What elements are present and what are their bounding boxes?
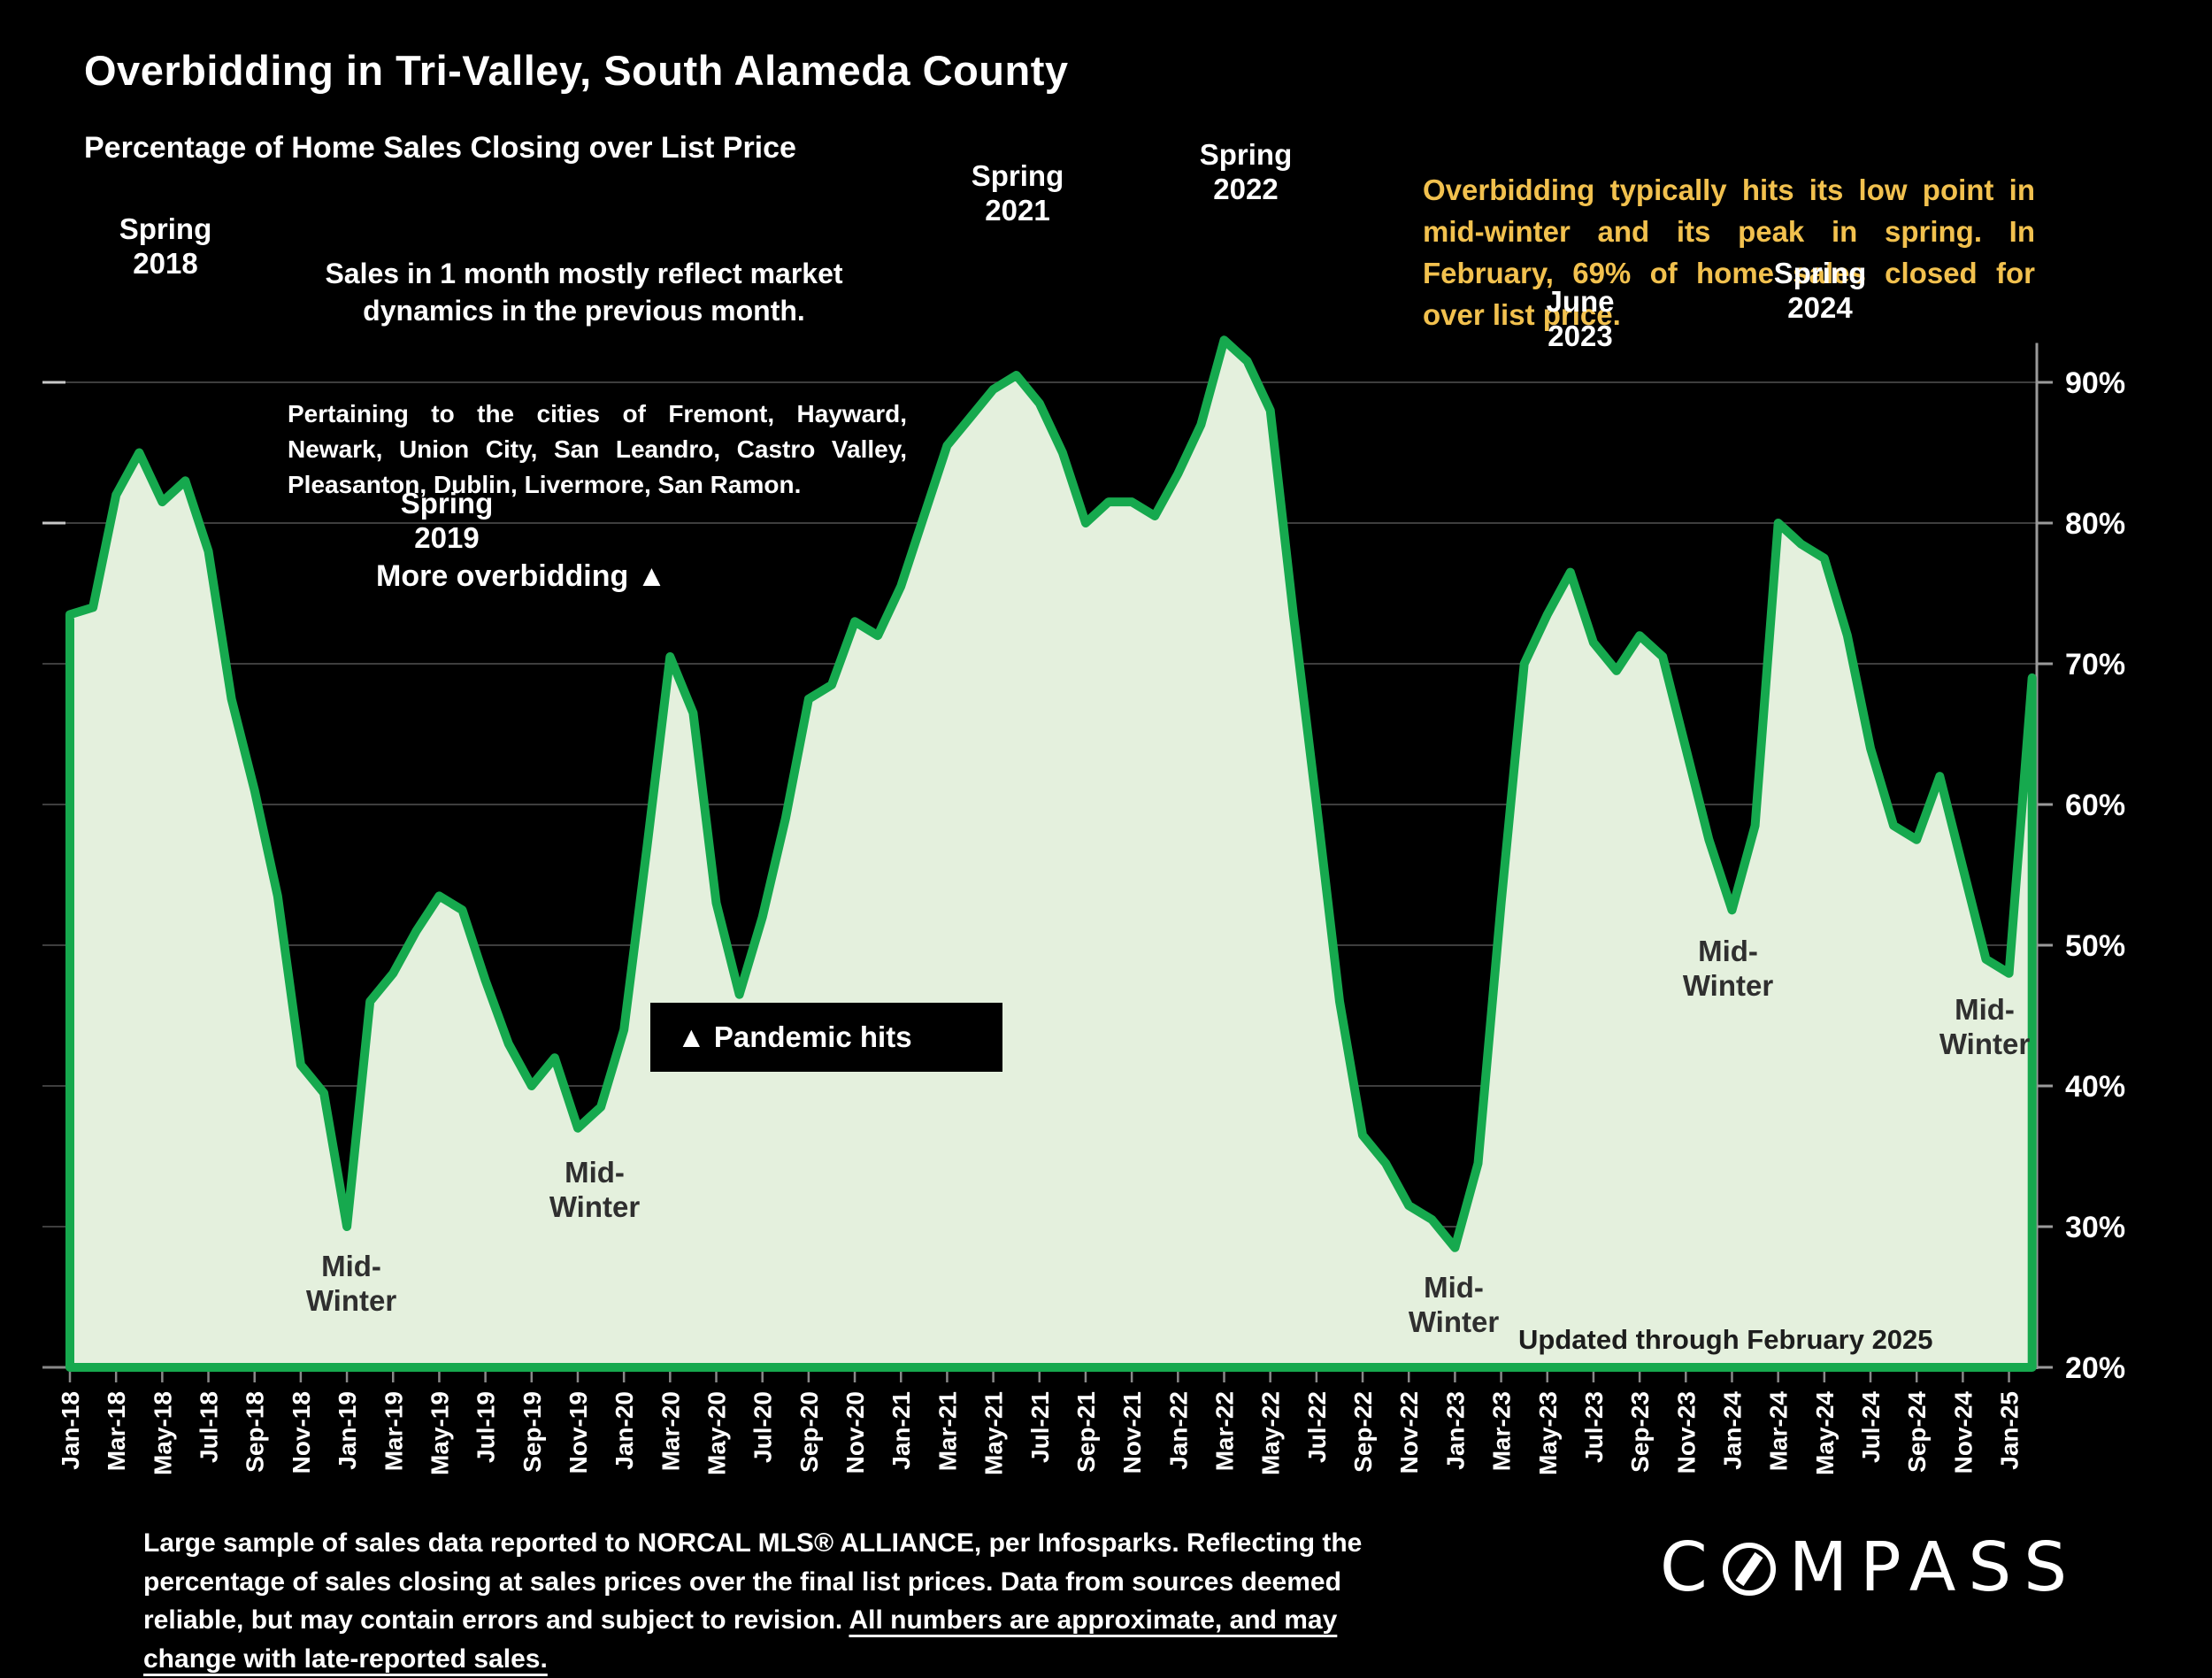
x-tick-label: Sep-24 (1903, 1391, 1931, 1473)
x-tick-label: Sep-18 (242, 1391, 269, 1473)
x-tick-label: Nov-21 (1118, 1391, 1146, 1474)
x-tick-label: Jan-20 (611, 1391, 638, 1470)
x-tick-label: Nov-22 (1395, 1391, 1423, 1474)
x-tick-label: Mar-20 (657, 1391, 684, 1471)
x-tick-label: Jan-21 (887, 1391, 915, 1470)
note-cities: Pertaining to the cities of Fremont, Hay… (288, 400, 907, 499)
more-overbidding-label: More overbidding ▲ (376, 559, 667, 593)
note-sales-lag: Sales in 1 month mostly reflect market d… (325, 258, 843, 327)
x-tick-label: Sep-19 (518, 1391, 546, 1473)
footer-line-1: Large sample of sales data reported to N… (143, 1528, 1363, 1597)
annotation-mid-winter-2019: Mid- Winter (305, 1250, 397, 1317)
pandemic-hits-label: ▲ Pandemic hits (677, 1020, 912, 1053)
annotation-spring-2022: Spring 2022 (1199, 138, 1293, 205)
x-tick-label: Jul-18 (196, 1391, 223, 1463)
x-tick-label: Sep-23 (1626, 1391, 1654, 1473)
chart-area-series (65, 335, 2037, 1372)
x-tick-label: May-22 (1257, 1391, 1285, 1475)
x-tick-label: Mar-21 (933, 1391, 961, 1471)
x-tick-label: Jan-22 (1164, 1391, 1192, 1470)
compass-logo-text-rest: MPASS (1788, 1528, 2080, 1607)
x-tick-label: Sep-21 (1072, 1391, 1100, 1473)
annotation-mid-winter-2023: Mid- Winter (1408, 1271, 1500, 1338)
footer-line-3a: errors and subject to revision. (462, 1605, 849, 1635)
footer-disclaimer: Large sample of sales data reported to N… (143, 1524, 1417, 1678)
x-tick-label: Jul-21 (1026, 1391, 1054, 1463)
y-tick-label: 30% (2065, 1211, 2125, 1244)
annotation-mid-winter-2024: Mid- Winter (1682, 935, 1774, 1002)
annotation-spring-2018: Spring 2018 (119, 212, 212, 280)
annotation-spring-2021: Spring 2021 (971, 159, 1064, 227)
x-tick-label: Jan-23 (1441, 1391, 1469, 1470)
insight-callout: Overbidding typically hits its low point… (1423, 173, 2035, 331)
x-tick-label: Jan-24 (1718, 1391, 1746, 1470)
y-tick-label: 50% (2065, 929, 2125, 963)
y-tick-label: 70% (2065, 648, 2125, 681)
x-tick-label: Mar-24 (1765, 1391, 1793, 1472)
y-tick-label: 80% (2065, 507, 2125, 541)
x-tick-label: Nov-24 (1949, 1391, 1977, 1474)
y-tick-label: 90% (2065, 366, 2125, 400)
x-tick-label: Sep-22 (1349, 1391, 1377, 1473)
x-tick-label: Jul-23 (1580, 1391, 1608, 1463)
x-tick-label: Mar-23 (1488, 1391, 1516, 1471)
x-tick-label: May-21 (980, 1391, 1008, 1475)
y-tick-label: 20% (2065, 1351, 2125, 1385)
compass-logo-text-c: C (1660, 1528, 1720, 1607)
x-tick-label: Jul-22 (1303, 1391, 1331, 1463)
x-tick-label: Jan-18 (57, 1391, 84, 1470)
x-tick-label: Mar-18 (103, 1391, 130, 1471)
page-title: Overbidding in Tri-Valley, South Alameda… (84, 47, 1069, 94)
annotation-june-2023: June 2023 (1546, 285, 1615, 352)
y-tick-label: 40% (2065, 1070, 2125, 1104)
x-tick-label: Jan-19 (334, 1391, 361, 1470)
x-tick-label: May-24 (1811, 1391, 1839, 1475)
pandemic-hits-callout: ▲ Pandemic hits (650, 1003, 1002, 1072)
footer-line-2: of sales closing at sales prices over th… (143, 1566, 1341, 1636)
x-tick-label: May-18 (149, 1391, 176, 1475)
x-tick-label: Jul-20 (749, 1391, 777, 1463)
annotation-mid-winter-2025: Mid- Winter (1939, 993, 2031, 1060)
x-tick-label: Nov-19 (565, 1391, 592, 1474)
y-tick-label: 60% (2065, 789, 2125, 822)
x-tick-label: May-19 (426, 1391, 453, 1475)
x-tick-label: Jan-25 (1996, 1391, 2024, 1470)
page-subtitle: Percentage of Home Sales Closing over Li… (84, 131, 796, 165)
updated-through-label: Updated through February 2025 (1518, 1324, 1933, 1355)
x-tick-label: Sep-20 (795, 1391, 823, 1473)
x-tick-label: Jul-24 (1857, 1391, 1885, 1463)
annotation-mid-winter-2020: Mid- Winter (549, 1156, 641, 1223)
x-tick-label: Mar-22 (1211, 1391, 1239, 1471)
x-tick-label: May-23 (1534, 1391, 1562, 1475)
x-tick-label: Nov-20 (841, 1391, 869, 1474)
x-tick-label: Nov-18 (288, 1391, 315, 1474)
x-tick-label: Nov-23 (1672, 1391, 1700, 1474)
compass-logo: C MPASS (1660, 1532, 2079, 1603)
x-tick-label: Mar-19 (380, 1391, 407, 1471)
annotation-spring-2024: Spring 2024 (1773, 257, 1867, 324)
annotation-spring-2019: Spring 2019 (400, 487, 494, 554)
compass-o-icon (1722, 1543, 1776, 1596)
axis-labels: 90% 80% 70% 60% 50% 40% 30% 20% Jan-18 Mar-18 May-… (57, 366, 2125, 1475)
x-tick-label: Jul-19 (472, 1391, 500, 1463)
series-overbidding-pct (65, 335, 2037, 1372)
x-tick-label: May-20 (703, 1391, 731, 1475)
